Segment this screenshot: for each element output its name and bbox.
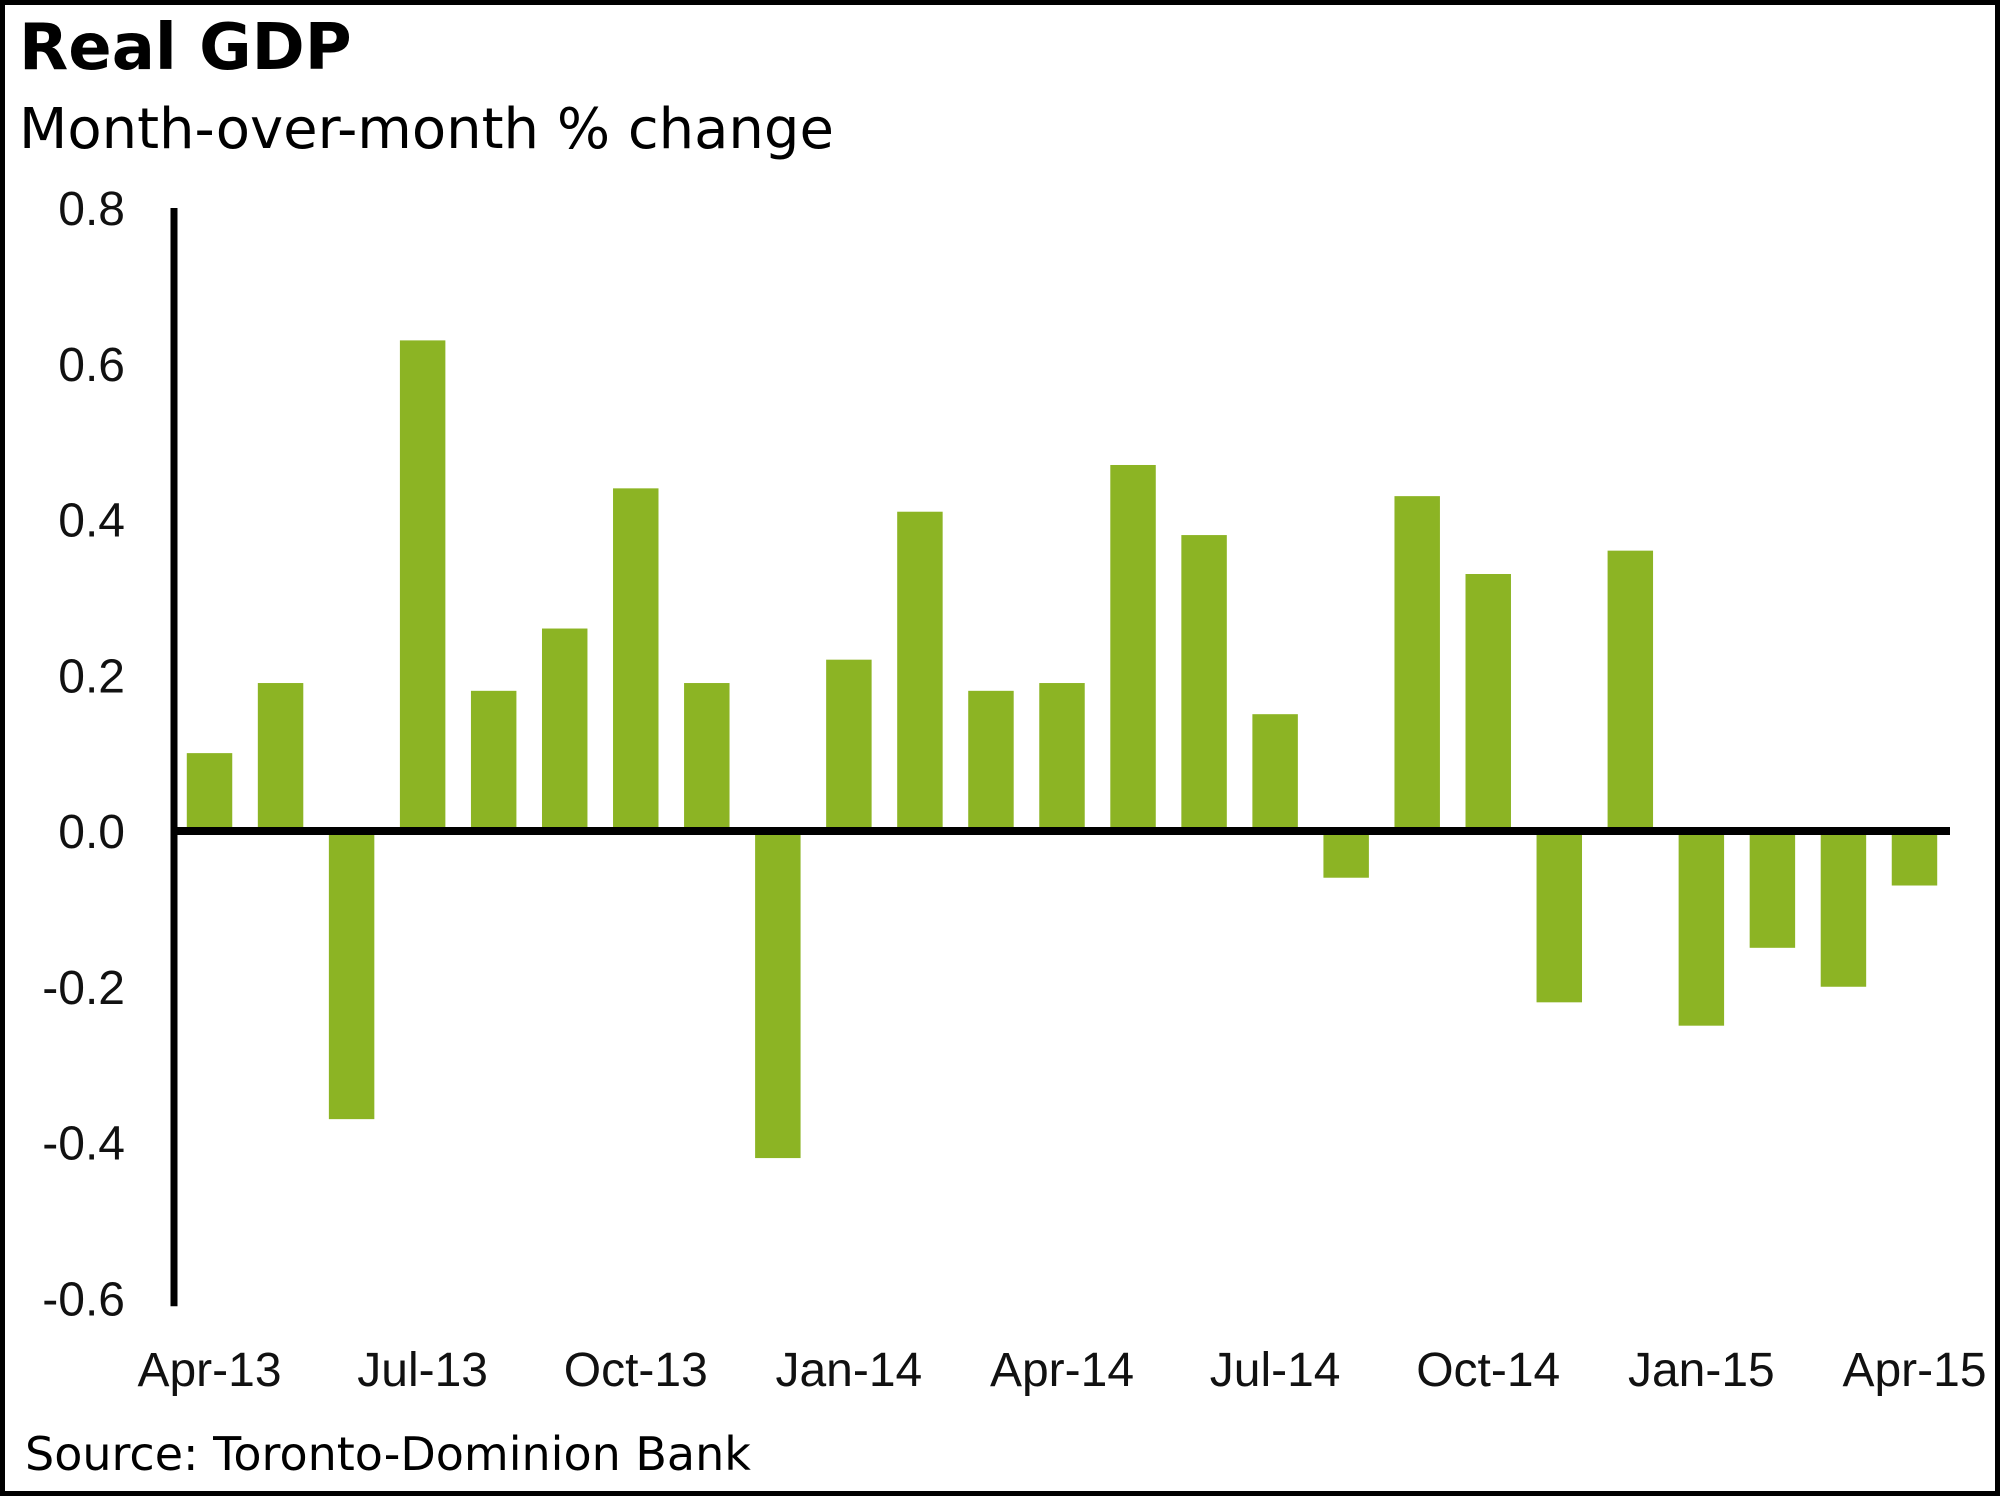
y-tick-label: 0.8 — [58, 183, 125, 236]
bar-mar-14 — [968, 690, 1014, 831]
bar-jan-15 — [1678, 831, 1725, 1026]
source-note: Source: Toronto-Dominion Bank — [25, 1427, 751, 1481]
x-tick-label: Jan-14 — [775, 1344, 922, 1397]
bar-dec-14 — [1607, 550, 1654, 831]
chart-subtitle: Month-over-month % change — [19, 97, 834, 162]
x-tick-label: Jul-13 — [357, 1344, 488, 1397]
bar-feb-14 — [897, 511, 943, 831]
bar-oct-14 — [1465, 574, 1511, 831]
bar-jul-14 — [1252, 714, 1298, 831]
bar-apr-13 — [186, 753, 233, 831]
bar-feb-15 — [1749, 831, 1796, 948]
y-tick-label: 0.0 — [58, 806, 125, 859]
bar-may-13 — [257, 683, 304, 831]
y-tick-label: 0.2 — [58, 650, 125, 703]
y-tick-label: 0.4 — [58, 495, 125, 548]
bar-jul-13 — [399, 340, 446, 831]
bar-sep-14 — [1394, 496, 1440, 831]
x-tick-label: Oct-13 — [564, 1344, 708, 1397]
x-tick-label: Jan-15 — [1628, 1344, 1775, 1397]
y-tick-label: -0.4 — [42, 1118, 125, 1171]
x-tick-label: Apr-13 — [137, 1344, 281, 1397]
x-tick-label: Oct-14 — [1416, 1344, 1560, 1397]
x-axis-ticks: Apr-13 Jul-13 Oct-13 Jan-14 Apr-14 Jul-14 Oct-… — [137, 1344, 1986, 1397]
y-tick-label: -0.6 — [42, 1273, 125, 1326]
bar-dec-13 — [755, 831, 801, 1159]
bar-oct-13 — [613, 488, 659, 831]
bar-nov-13 — [684, 683, 730, 831]
bar-jan-14 — [826, 659, 872, 831]
bar-apr-14 — [1039, 683, 1085, 831]
y-tick-label: 0.6 — [58, 339, 125, 392]
bar-jun-14 — [1181, 535, 1227, 831]
bar-aug-14 — [1323, 831, 1369, 878]
chart-title: Real GDP — [19, 11, 352, 85]
x-tick-label: Jul-14 — [1210, 1344, 1341, 1397]
bar-may-14 — [1110, 464, 1156, 831]
y-tick-label: -0.2 — [42, 962, 125, 1015]
bar-mar-15 — [1820, 831, 1867, 987]
bars-group — [186, 340, 1938, 1159]
y-axis-ticks: 0.8 0.6 0.4 0.2 0.0 -0.2 -0.4 -0.6 — [42, 183, 125, 1326]
bar-sep-13 — [541, 628, 588, 831]
x-tick-label: Apr-15 — [1842, 1344, 1986, 1397]
bar-aug-13 — [470, 690, 517, 831]
bar-jun-13 — [328, 831, 375, 1120]
bar-nov-14 — [1536, 831, 1583, 1003]
bar-apr-15 — [1891, 831, 1938, 886]
x-tick-label: Apr-14 — [990, 1344, 1134, 1397]
